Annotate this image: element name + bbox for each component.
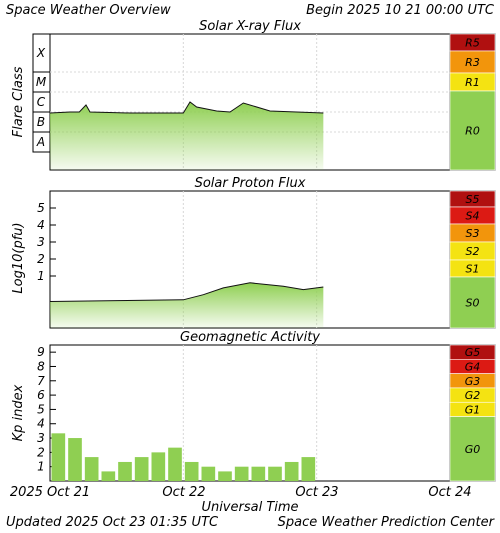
scale-label: R1	[465, 76, 480, 89]
swpc-credit: Space Weather Prediction Center	[278, 515, 496, 530]
kp-bar	[68, 438, 82, 481]
y-tick-label: 3	[37, 431, 45, 445]
scale-label: G3	[465, 375, 481, 388]
y-tick-label: 1	[37, 269, 45, 283]
y-tick-label: 5	[37, 201, 45, 215]
scale-label: S5	[466, 193, 480, 206]
kp-bar	[151, 452, 166, 481]
kp-bar	[134, 457, 149, 481]
scale-label: R5	[465, 37, 480, 50]
y-tick-label: 4	[37, 218, 45, 232]
scale-label: S3	[466, 227, 480, 240]
y-tick-label: 8	[37, 359, 45, 373]
page-title: Space Weather Overview	[6, 3, 171, 18]
proton-ylabel: Log10(pfu)	[11, 222, 26, 293]
y-tick-label: 6	[37, 388, 45, 402]
kp-bar	[301, 457, 316, 481]
kp-bar	[268, 466, 282, 481]
xray-series-line	[49, 101, 324, 114]
x-axis-title: Universal Time	[201, 500, 298, 515]
scale-segment	[449, 416, 496, 482]
kp-bar	[218, 471, 232, 481]
kp-bar	[234, 466, 249, 481]
scale-label: S2	[466, 245, 480, 258]
proton-series-line	[49, 282, 324, 302]
proton-panel-title: Solar Proton Flux	[195, 176, 306, 191]
scale-label: G5	[465, 346, 481, 359]
plot-frame	[49, 344, 451, 482]
y-tick-label: 7	[37, 374, 45, 388]
kp-bar	[84, 457, 99, 481]
scale-label: G0	[465, 443, 481, 456]
scale-label: R0	[465, 125, 480, 138]
y-tick-label: B	[37, 115, 45, 129]
scale-label: G4	[465, 360, 481, 373]
kp-bar	[101, 471, 116, 481]
updated-time: Updated 2025 Oct 23 01:35 UTC	[6, 515, 219, 530]
y-tick-label: 9	[37, 345, 45, 359]
proton-panel: 5 4 3 2 1 S5 S4 S3 S2 S1 S0	[37, 190, 496, 329]
scale-label: S0	[466, 297, 480, 310]
scale-segment	[449, 90, 496, 171]
x-tick-label: Oct 24	[428, 485, 471, 500]
begin-time: Begin 2025 10 21 00:00 UTC	[306, 3, 495, 18]
y-tick-label: 3	[37, 235, 45, 249]
kp-bar	[184, 461, 199, 481]
y-tick-label: C	[37, 95, 46, 109]
y-tick-label: 5	[37, 402, 45, 416]
xray-panel-title: Solar X-ray Flux	[199, 19, 301, 34]
scale-label: S1	[466, 263, 480, 276]
kp-bar	[201, 466, 216, 481]
kp-bar	[118, 461, 132, 481]
y-tick-label: 2	[37, 252, 45, 266]
kp-bar	[51, 433, 66, 481]
kp-bar	[168, 447, 182, 481]
scale-label: G2	[465, 389, 481, 402]
geomag-ylabel: Kp index	[11, 384, 26, 441]
y-tick-label: A	[36, 135, 45, 149]
y-tick-label: X	[36, 46, 46, 60]
y-tick-label: 1	[37, 460, 45, 474]
geomag-panel-title: Geomagnetic Activity	[180, 330, 320, 345]
x-tick-label: Oct 23	[295, 485, 338, 500]
xray-fill	[50, 102, 324, 170]
xray-ylabel: Flare Class	[11, 66, 26, 137]
scale-label: R3	[465, 56, 480, 69]
y-tick-label: 2	[37, 445, 45, 459]
proton-fill	[50, 282, 324, 328]
kp-bar	[251, 466, 266, 481]
scale-label: G1	[465, 403, 481, 416]
scale-segment	[449, 276, 496, 329]
x-tick-label: Oct 22	[162, 485, 205, 500]
y-tick-label: 4	[37, 417, 45, 431]
x-tick-label: 2025 Oct 21	[10, 485, 90, 500]
y-tick-label: M	[36, 75, 47, 89]
scale-label: S4	[466, 210, 480, 223]
kp-bar	[284, 461, 299, 481]
